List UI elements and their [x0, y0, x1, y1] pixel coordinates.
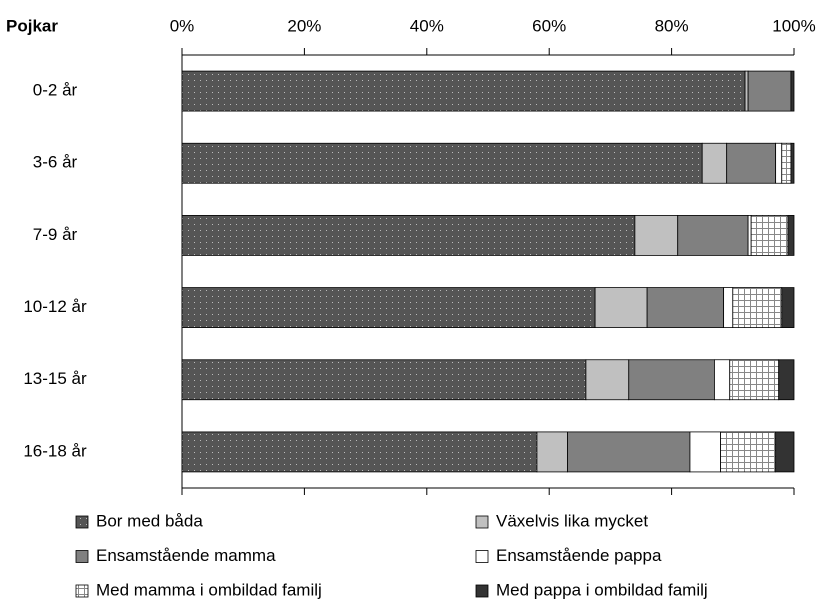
legend-label: Bor med båda	[96, 511, 203, 530]
bar-segment	[181, 431, 538, 473]
legend-label: Med mamma i ombildad familj	[96, 580, 322, 599]
bar-segment	[677, 215, 749, 256]
bar-segment	[726, 142, 777, 184]
bar-segment	[720, 431, 777, 473]
bar-segment	[747, 70, 792, 112]
bar-segment	[775, 431, 795, 473]
bar-segment	[714, 359, 731, 401]
y-tick-label: 3-6 år	[33, 153, 78, 172]
bar-segment	[732, 287, 783, 328]
bar-segment	[689, 431, 721, 473]
bar-segment	[646, 287, 725, 328]
y-tick-label: 7-9 år	[33, 225, 78, 244]
bar-segment	[181, 70, 746, 112]
bar-segment	[781, 287, 795, 328]
bar-segment	[790, 142, 795, 184]
y-tick-label: 16-18 år	[23, 441, 87, 460]
legend-label: Ensamstående pappa	[496, 546, 662, 565]
bar-segment	[594, 287, 648, 328]
x-tick-label: 20%	[287, 16, 321, 35]
x-tick-label: 40%	[410, 16, 444, 35]
bar-segment	[790, 70, 795, 112]
bar-segment	[778, 359, 795, 401]
bar-segment	[181, 215, 636, 256]
chart-title: Pojkar	[6, 16, 58, 35]
legend-swatch	[475, 584, 489, 598]
bar-segment	[628, 359, 715, 401]
legend-swatch	[75, 584, 89, 598]
bar-segment	[585, 359, 630, 401]
bar-segment	[781, 142, 792, 184]
legend-swatch	[475, 550, 489, 563]
x-tick-label: 100%	[772, 16, 815, 35]
bar-segment	[744, 70, 749, 112]
legend-label: Med pappa i ombildad familj	[496, 580, 708, 599]
bar-segment	[775, 142, 783, 184]
y-tick-label: 13-15 år	[23, 369, 87, 388]
y-tick-label: 10-12 år	[23, 297, 87, 316]
bar-segment	[181, 142, 703, 184]
y-tick-label: 0-2 år	[33, 81, 78, 100]
x-tick-label: 80%	[655, 16, 689, 35]
bar-segment	[750, 215, 789, 256]
bar-segment	[723, 287, 734, 328]
bar-segment	[747, 215, 752, 256]
legend-swatch	[475, 515, 489, 529]
bar-segment	[729, 359, 780, 401]
x-tick-label: 60%	[532, 16, 566, 35]
legend-label: Växelvis lika mycket	[496, 511, 648, 530]
x-tick-label: 0%	[170, 16, 195, 35]
bar-segment	[701, 142, 728, 184]
legend-swatch	[75, 550, 89, 563]
legend-label: Ensamstående mamma	[96, 546, 276, 565]
bar-segment	[536, 431, 568, 473]
bar-segment	[787, 215, 795, 256]
bar-segment	[634, 215, 679, 256]
bar-segment	[567, 431, 691, 473]
bar-segment	[181, 287, 596, 328]
bar-segment	[181, 359, 587, 401]
legend-swatch	[75, 515, 89, 529]
